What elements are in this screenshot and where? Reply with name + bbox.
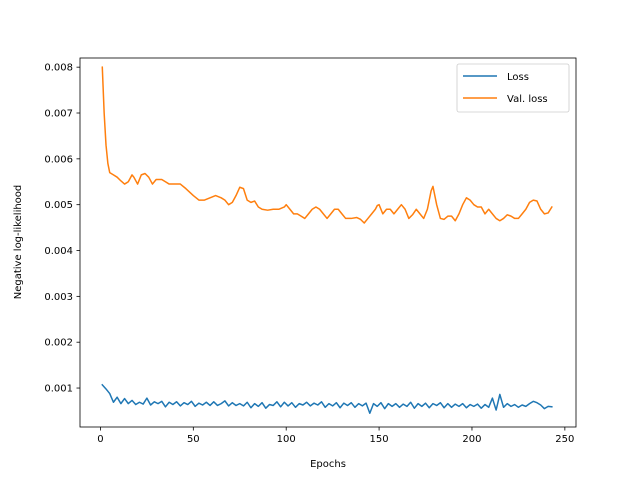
legend: Loss Val. loss [456,63,570,113]
x-axis-label: Epochs [310,459,346,470]
y-ticks: 0.001 0.002 0.003 0.004 0.005 0.006 0.007 0.008 [44,63,80,395]
x-tick-label: 250 [555,434,574,445]
y-tick-label: 0.008 [44,63,73,74]
y-tick-label: 0.007 [44,109,73,120]
series-line-2 [101,66,553,224]
axes-layer [79,57,577,428]
series-line-1 [101,383,553,414]
x-tick-label: 0 [97,434,103,445]
x-tick-label: 200 [462,434,481,445]
legend-label-1: Loss [507,72,529,83]
x-tick-label: 100 [277,434,296,445]
y-tick-label: 0.004 [44,246,73,257]
x-tick-label: 150 [370,434,389,445]
x-ticks: 0 50 100 150 200 250 [97,427,574,445]
plot-frame [79,57,577,428]
series-layer [101,66,553,414]
legend-label-2: Val. loss [507,94,548,105]
y-axis-label: Negative log-likelihood [13,185,24,300]
y-tick-label: 0.001 [44,384,73,395]
y-tick-label: 0.002 [44,338,73,349]
y-tick-label: 0.003 [44,292,73,303]
y-tick-label: 0.005 [44,200,73,211]
y-tick-label: 0.006 [44,154,73,165]
x-tick-label: 50 [187,434,200,445]
